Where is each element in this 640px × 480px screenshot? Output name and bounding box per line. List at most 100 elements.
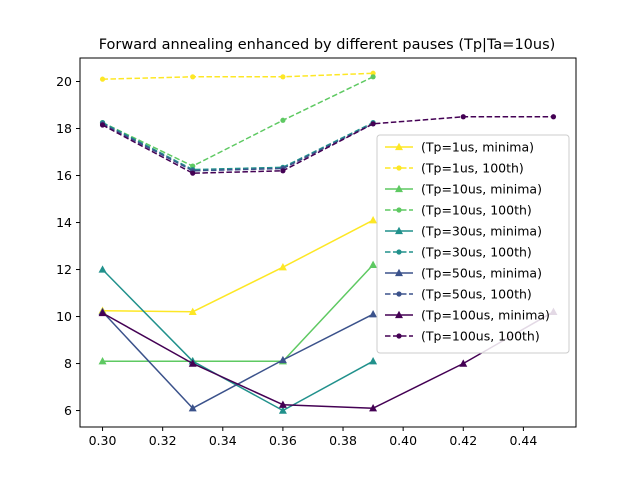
legend-marker-circle xyxy=(396,333,402,339)
legend-item: (Tp=100us, 100th) xyxy=(385,329,540,344)
data-point-triangle xyxy=(278,262,287,271)
legend-marker-circle xyxy=(396,165,402,171)
series-line xyxy=(102,121,374,171)
series-line xyxy=(102,72,374,80)
data-point-triangle xyxy=(98,308,107,317)
legend-marker-triangle xyxy=(395,226,403,235)
data-point-circle xyxy=(460,114,466,120)
data-point-triangle xyxy=(188,403,197,412)
legend-label: (Tp=100us, 100th) xyxy=(421,329,540,344)
x-tick-label: 0.32 xyxy=(149,433,177,448)
data-point-triangle xyxy=(369,403,378,412)
data-point-triangle xyxy=(369,356,378,365)
x-tick-label: 0.30 xyxy=(89,433,117,448)
legend-item: (Tp=100us, minima) xyxy=(385,308,550,323)
y-tick-label: 20 xyxy=(56,74,72,89)
chart-title: Forward annealing enhanced by different … xyxy=(99,37,556,53)
data-point-triangle xyxy=(188,359,197,367)
legend-label: (Tp=10us, 100th) xyxy=(421,203,532,218)
y-axis: 6 8 10 12 14 16 18 20 xyxy=(56,74,80,418)
y-tick-label: 6 xyxy=(64,403,72,418)
data-point-circle xyxy=(370,121,376,127)
data-point-circle xyxy=(280,117,286,123)
legend-label: (Tp=1us, minima) xyxy=(421,140,534,155)
x-tick-label: 0.44 xyxy=(509,433,537,448)
series-1 xyxy=(99,70,376,82)
legend-item: (Tp=30us, minima) xyxy=(385,224,542,239)
data-point-circle xyxy=(550,114,557,120)
legend-marker-triangle xyxy=(395,268,403,277)
data-point-circle xyxy=(190,74,196,80)
data-point-triangle xyxy=(98,265,107,273)
legend-label: (Tp=30us, minima) xyxy=(421,224,542,239)
data-point-triangle xyxy=(98,356,107,365)
legend-item: (Tp=50us, 100th) xyxy=(385,287,532,302)
series-7 xyxy=(99,121,376,174)
data-point-triangle xyxy=(369,260,378,268)
legend-label: (Tp=50us, minima) xyxy=(421,266,542,281)
y-tick-label: 10 xyxy=(56,309,72,324)
y-tick-label: 8 xyxy=(64,356,72,371)
legend-label: (Tp=100us, minima) xyxy=(421,308,550,323)
legend-label: (Tp=10us, minima) xyxy=(421,182,542,197)
data-point-circle xyxy=(99,76,106,82)
legend-item: (Tp=10us, minima) xyxy=(385,182,542,197)
legend-item: (Tp=10us, 100th) xyxy=(385,203,532,218)
legend-label: (Tp=50us, 100th) xyxy=(421,287,532,302)
y-tick-label: 16 xyxy=(56,168,72,183)
data-point-triangle xyxy=(278,406,287,414)
series-2 xyxy=(98,260,378,365)
y-tick-label: 14 xyxy=(56,215,72,230)
series-line xyxy=(102,123,374,172)
y-tick-label: 18 xyxy=(56,121,72,136)
legend: (Tp=1us, minima) (Tp=1us, 100th) (Tp=10us,… xyxy=(376,134,570,354)
plot-area xyxy=(98,70,558,414)
data-point-triangle xyxy=(459,359,468,367)
x-tick-label: 0.38 xyxy=(329,433,357,448)
legend-box xyxy=(376,134,570,354)
data-point-circle xyxy=(280,168,286,174)
data-point-triangle xyxy=(369,215,378,224)
series-line xyxy=(102,116,554,174)
series-line xyxy=(102,264,374,362)
legend-marker-circle xyxy=(396,249,402,255)
x-tick-label: 0.42 xyxy=(449,433,477,448)
data-point-circle xyxy=(99,122,106,128)
series-line xyxy=(102,311,554,409)
series-6 xyxy=(98,307,378,412)
x-tick-label: 0.40 xyxy=(389,433,417,448)
series-0 xyxy=(98,215,378,315)
x-tick-label: 0.34 xyxy=(209,433,237,448)
legend-item: (Tp=30us, 100th) xyxy=(385,245,532,260)
series-line xyxy=(102,76,374,167)
series-line xyxy=(101,268,374,412)
x-axis: 0.30 0.32 0.34 0.36 0.38 0.40 0.42 0.44 xyxy=(89,427,537,448)
legend-label: (Tp=1us, 100th) xyxy=(421,161,524,176)
legend-label: (Tp=30us, 100th) xyxy=(421,245,532,260)
series-3 xyxy=(99,74,376,169)
y-tick-label: 12 xyxy=(56,262,72,277)
data-point-circle xyxy=(370,74,376,80)
legend-marker-circle xyxy=(396,207,402,213)
data-point-circle xyxy=(280,74,286,80)
legend-item: (Tp=1us, minima) xyxy=(385,140,534,155)
x-tick-label: 0.36 xyxy=(269,433,297,448)
legend-marker-circle xyxy=(396,291,402,297)
legend-item: (Tp=50us, minima) xyxy=(385,266,542,281)
series-4 xyxy=(98,265,378,414)
series-9 xyxy=(99,114,557,176)
series-line xyxy=(101,311,374,409)
data-point-triangle xyxy=(278,355,287,364)
legend-marker-triangle xyxy=(395,142,403,151)
data-point-circle xyxy=(190,170,196,176)
series-line xyxy=(102,219,374,313)
legend-item: (Tp=1us, 100th) xyxy=(385,161,524,176)
data-point-triangle xyxy=(278,400,287,408)
legend-marker-triangle xyxy=(395,310,403,319)
axes-frame xyxy=(79,57,577,428)
data-point-triangle xyxy=(188,307,197,315)
legend-marker-triangle xyxy=(395,184,403,193)
data-point-triangle xyxy=(369,309,378,318)
